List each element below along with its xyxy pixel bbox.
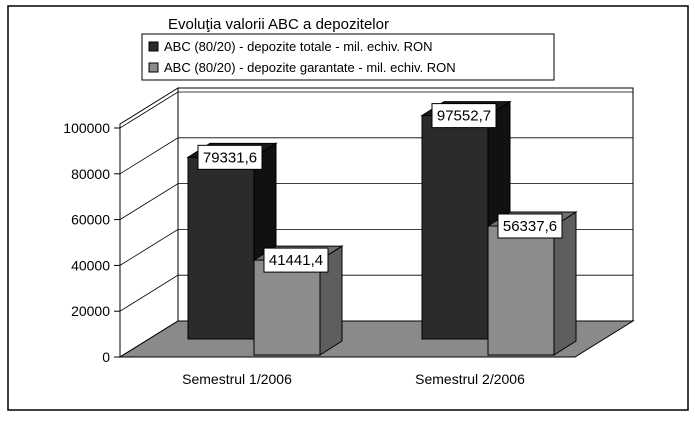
bar-series-2 — [253, 259, 321, 356]
data-label: 41441,4 — [269, 252, 323, 269]
legend-swatch-series-1 — [148, 41, 159, 52]
data-label-box — [197, 144, 263, 170]
legend-label-series-2: ABC (80/20) - depozite garantate - mil. … — [164, 60, 456, 75]
y-tick-label: 0 — [102, 349, 110, 365]
legend-box — [141, 33, 555, 81]
legend-label-series-1: ABC (80/20) - depozite totale - mil. ech… — [164, 39, 433, 54]
data-label: 97552,7 — [437, 108, 491, 125]
chart-title: Evoluţia valorii ABC a depozitelor — [168, 16, 389, 33]
x-tick-label: Semestrul 2/2006 — [415, 371, 525, 387]
gridline — [119, 91, 633, 129]
side-wall — [119, 87, 179, 358]
bar-series-2 — [487, 225, 555, 356]
y-tick-label: 80000 — [71, 166, 110, 182]
y-tick-label: 100000 — [63, 120, 110, 136]
y-tick-label: 40000 — [71, 257, 110, 273]
y-tick-label: 20000 — [71, 303, 110, 319]
legend-swatch-series-2 — [148, 62, 159, 73]
y-tick-label: 60000 — [71, 212, 110, 228]
bar-series-1 — [421, 115, 489, 340]
data-label-box — [431, 103, 497, 129]
data-label: 56337,6 — [503, 218, 557, 235]
data-label-box — [263, 247, 329, 273]
data-label: 79331,6 — [203, 149, 257, 166]
data-label-box — [497, 213, 563, 239]
bar-series-1 — [187, 156, 255, 340]
x-tick-label: Semestrul 1/2006 — [182, 371, 292, 387]
